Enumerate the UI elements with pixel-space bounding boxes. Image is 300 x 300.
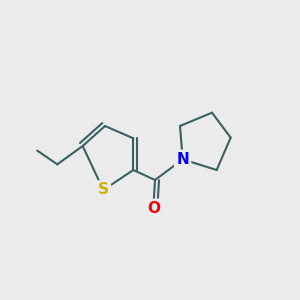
Text: O: O [147,201,160,216]
Text: N: N [176,152,189,167]
Text: S: S [98,182,109,197]
